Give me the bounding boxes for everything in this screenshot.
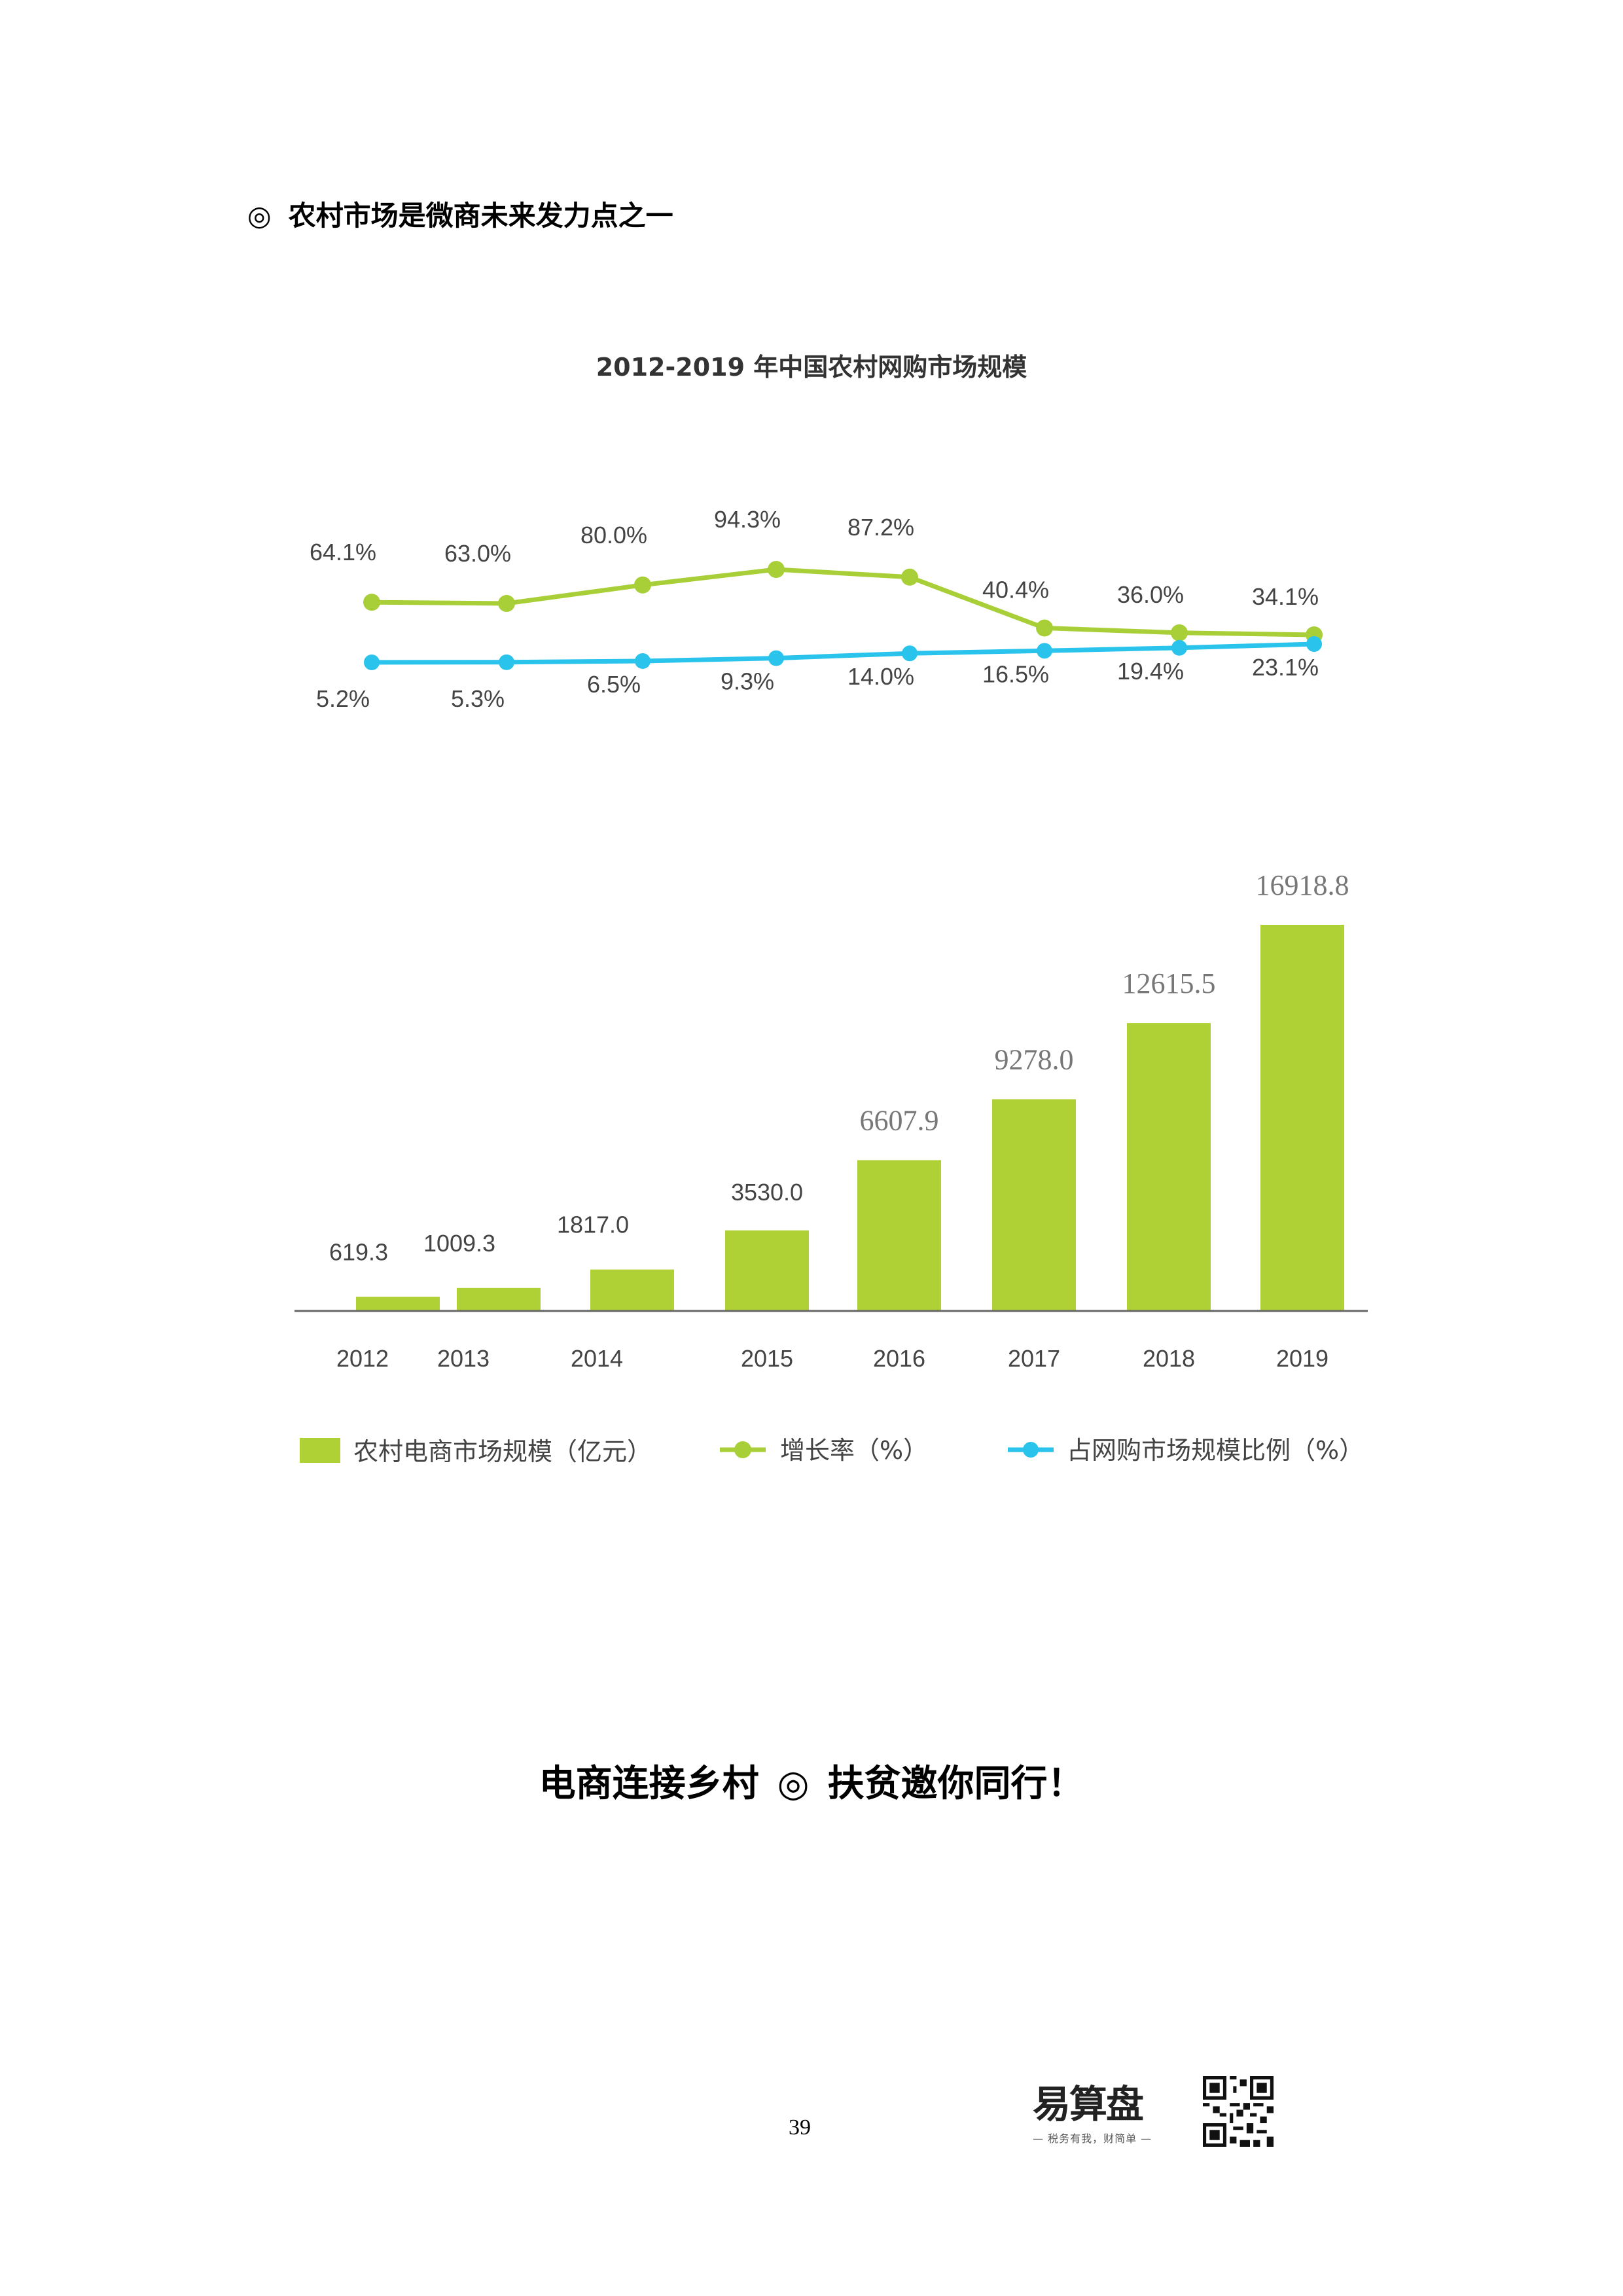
yisuanpan-logo: 易算盘 — 税务有我，财简单 —: [1033, 2073, 1170, 2145]
x-tick-2017: 2017: [1008, 1345, 1060, 1372]
x-tick-2016: 2016: [873, 1345, 925, 1372]
qr-code-icon: [1203, 2076, 1274, 2147]
share-label-2018: 19.4%: [1117, 658, 1184, 685]
circle-mark-icon: ◎: [247, 200, 272, 232]
bar-2013: [457, 1287, 541, 1311]
growth-point-2018: [1171, 624, 1188, 641]
bar-value-label-2014: 1817.0: [557, 1211, 629, 1238]
bar-value-label-2019: 16918.8: [1256, 869, 1349, 901]
legend-marker-share: [1023, 1442, 1039, 1458]
slogan: 电商连接乡村 ◎ 扶贫邀你同行！: [0, 1754, 1623, 1807]
bar-value-label-2013: 1009.3: [423, 1230, 495, 1257]
growth-label-2017: 40.4%: [982, 577, 1049, 603]
bar-2015: [725, 1230, 809, 1311]
growth-point-2012: [363, 594, 380, 611]
share-point-2019: [1306, 636, 1322, 652]
logo-tagline: — 税务有我，财简单 —: [1033, 2132, 1152, 2145]
growth-label-2013: 63.0%: [444, 540, 511, 567]
share-label-2015: 9.3%: [721, 668, 774, 695]
x-tick-2014: 2014: [571, 1345, 623, 1372]
share-point-2016: [902, 645, 918, 662]
legend-label-market-size: 农村电商市场规模（亿元）: [353, 1437, 652, 1466]
slogan-right: 扶贫邀你同行！: [827, 1763, 1084, 1805]
share-label-2017: 16.5%: [982, 660, 1049, 687]
share-point-2018: [1171, 639, 1187, 656]
growth-rate-line: [371, 567, 1315, 637]
bar-value-label-2016: 6607.9: [860, 1105, 939, 1137]
page-number: 39: [789, 2115, 811, 2140]
legend-swatch-market-size: [300, 1438, 340, 1463]
online-share-line: [371, 641, 1315, 665]
growth-label-2012: 64.1%: [310, 539, 376, 565]
growth-label-2016: 87.2%: [847, 514, 914, 541]
growth-point-2016: [901, 568, 918, 586]
x-tick-2012: 2012: [336, 1345, 389, 1372]
chart-title: 2012-2019 年中国农村网购市场规模: [596, 353, 1027, 382]
bar-2014: [590, 1269, 674, 1311]
section-heading-text: 农村市场是微商未来发力点之一: [288, 200, 673, 232]
bar-2012: [356, 1297, 440, 1311]
share-label-2019: 23.1%: [1252, 654, 1319, 681]
share-label-2014: 6.5%: [587, 671, 641, 698]
share-label-2012: 5.2%: [316, 685, 370, 712]
growth-point-2014: [634, 576, 651, 594]
logo-name: 易算盘: [1033, 2082, 1144, 2126]
x-tick-2019: 2019: [1276, 1345, 1329, 1372]
growth-label-2014: 80.0%: [580, 522, 647, 548]
legend-marker-growth: [734, 1441, 751, 1458]
x-tick-2018: 2018: [1143, 1345, 1195, 1372]
x-tick-2015: 2015: [741, 1345, 793, 1372]
section-heading: ◎ 农村市场是微商未来发力点之一: [247, 194, 673, 234]
bar-value-label-2012: 619.3: [329, 1238, 388, 1265]
growth-point-2013: [498, 594, 515, 612]
growth-label-2015: 94.3%: [714, 506, 781, 533]
legend-label-share: 占网购市场规模比例（%）: [1067, 1436, 1364, 1465]
share-point-2013: [499, 654, 514, 670]
bar-2017: [992, 1099, 1076, 1311]
bar-value-label-2018: 12615.5: [1122, 967, 1216, 999]
share-point-2015: [768, 650, 784, 666]
growth-point-2015: [768, 561, 785, 578]
bar-2019: [1260, 925, 1344, 1311]
slogan-left: 电商连接乡村: [539, 1763, 759, 1805]
bar-2018: [1127, 1023, 1211, 1311]
share-point-2012: [364, 655, 380, 670]
share-label-2016: 14.0%: [847, 663, 914, 690]
share-label-2013: 5.3%: [451, 685, 505, 712]
bar-value-label-2015: 3530.0: [731, 1179, 803, 1206]
growth-point-2017: [1036, 619, 1053, 637]
circle-mark-icon: ◎: [777, 1763, 810, 1805]
share-point-2017: [1037, 643, 1052, 659]
growth-label-2019: 34.1%: [1252, 583, 1319, 610]
x-tick-2013: 2013: [437, 1345, 490, 1372]
bar-2016: [857, 1160, 941, 1311]
share-point-2014: [635, 653, 651, 669]
legend-label-growth: 增长率（%）: [780, 1436, 928, 1465]
growth-label-2018: 36.0%: [1117, 581, 1184, 608]
bar-value-label-2017: 9278.0: [995, 1043, 1074, 1075]
